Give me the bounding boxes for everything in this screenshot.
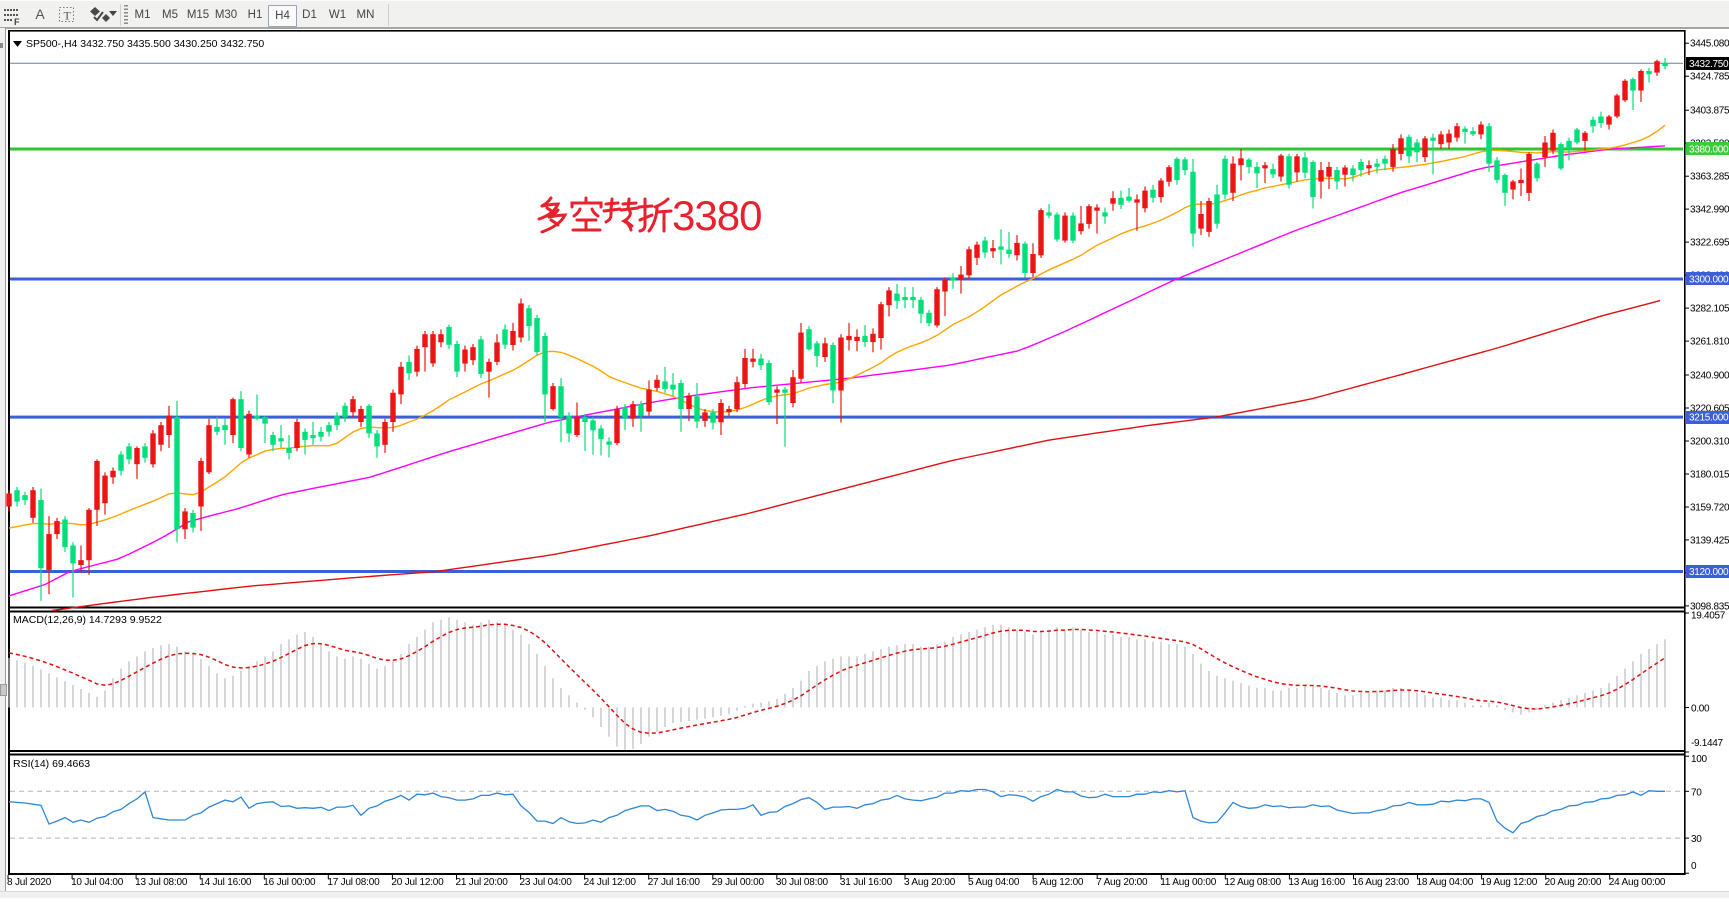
svg-text:13 Aug 16:00: 13 Aug 16:00	[1288, 877, 1345, 888]
svg-text:3282.105: 3282.105	[1690, 304, 1729, 315]
svg-text:19.4057: 19.4057	[1691, 611, 1726, 622]
svg-text:16 Jul 00:00: 16 Jul 00:00	[263, 877, 316, 888]
svg-text:3342.990: 3342.990	[1690, 205, 1729, 216]
svg-text:SP500-,H4 3432.750 3435.500 3: SP500-,H4 3432.750 3435.500 3430.250 343…	[26, 38, 264, 50]
svg-text:8 Jul 2020: 8 Jul 2020	[7, 877, 52, 888]
svg-text:21 Jul 20:00: 21 Jul 20:00	[455, 877, 508, 888]
svg-text:3098.835: 3098.835	[1690, 601, 1729, 612]
svg-text:3322.695: 3322.695	[1690, 238, 1729, 249]
svg-text:3445.080: 3445.080	[1690, 39, 1729, 50]
svg-text:100: 100	[1691, 754, 1708, 765]
svg-text:3220.605: 3220.605	[1690, 404, 1729, 415]
svg-text:7 Aug 20:00: 7 Aug 20:00	[1096, 877, 1148, 888]
svg-text:3180.015: 3180.015	[1690, 470, 1729, 481]
svg-text:27 Jul 16:00: 27 Jul 16:00	[648, 877, 701, 888]
svg-text:20 Jul 12:00: 20 Jul 12:00	[391, 877, 444, 888]
svg-text:3363.285: 3363.285	[1690, 172, 1729, 183]
svg-text:16 Aug 23:00: 16 Aug 23:00	[1352, 877, 1409, 888]
svg-text:18 Aug 04:00: 18 Aug 04:00	[1417, 877, 1474, 888]
svg-text:3261.810: 3261.810	[1690, 337, 1729, 348]
svg-text:6 Aug 12:00: 6 Aug 12:00	[1032, 877, 1084, 888]
svg-text:17 Jul 08:00: 17 Jul 08:00	[327, 877, 380, 888]
svg-text:3380: 3380	[672, 192, 761, 239]
svg-text:3159.720: 3159.720	[1690, 503, 1729, 514]
svg-text:3403.875: 3403.875	[1690, 106, 1729, 117]
svg-text:3215.000: 3215.000	[1689, 413, 1729, 424]
svg-text:24 Aug 00:00: 24 Aug 00:00	[1609, 877, 1666, 888]
svg-text:-9.1447: -9.1447	[1691, 738, 1724, 749]
svg-text:19 Aug 12:00: 19 Aug 12:00	[1481, 877, 1538, 888]
svg-text:0.00: 0.00	[1691, 704, 1710, 715]
svg-text:11 Aug 00:00: 11 Aug 00:00	[1160, 877, 1216, 888]
svg-text:T: T	[64, 9, 72, 23]
svg-text:3432.750: 3432.750	[1689, 59, 1729, 70]
svg-text:5 Aug 04:00: 5 Aug 04:00	[968, 877, 1020, 888]
svg-text:31 Jul 16:00: 31 Jul 16:00	[840, 877, 893, 888]
svg-text:14 Jul 16:00: 14 Jul 16:00	[199, 877, 252, 888]
svg-text:24 Jul 12:00: 24 Jul 12:00	[584, 877, 637, 888]
svg-text:F: F	[14, 17, 20, 26]
svg-text:13 Jul 08:00: 13 Jul 08:00	[135, 877, 188, 888]
svg-text:0: 0	[1691, 861, 1697, 872]
svg-text:30: 30	[1691, 834, 1702, 845]
svg-text:3200.310: 3200.310	[1690, 437, 1729, 448]
svg-text:3120.000: 3120.000	[1689, 567, 1729, 578]
svg-text:MACD(12,26,9) 14.7293 9.9522: MACD(12,26,9) 14.7293 9.9522	[13, 614, 162, 626]
svg-text:3 Aug 20:00: 3 Aug 20:00	[904, 877, 956, 888]
svg-text:10 Jul 04:00: 10 Jul 04:00	[71, 877, 124, 888]
svg-text:3139.425: 3139.425	[1690, 535, 1729, 546]
svg-text:70: 70	[1691, 787, 1702, 798]
svg-text:RSI(14) 69.4663: RSI(14) 69.4663	[13, 758, 90, 770]
svg-text:3240.900: 3240.900	[1690, 371, 1729, 382]
svg-text:20 Aug 20:00: 20 Aug 20:00	[1545, 877, 1602, 888]
svg-text:3380.000: 3380.000	[1689, 145, 1729, 156]
svg-text:30 Jul 08:00: 30 Jul 08:00	[776, 877, 829, 888]
svg-text:12 Aug 08:00: 12 Aug 08:00	[1224, 877, 1281, 888]
svg-text:29 Jul 00:00: 29 Jul 00:00	[712, 877, 765, 888]
svg-text:3424.785: 3424.785	[1690, 72, 1729, 83]
svg-text:3300.000: 3300.000	[1689, 275, 1729, 286]
svg-text:23 Jul 04:00: 23 Jul 04:00	[520, 877, 573, 888]
